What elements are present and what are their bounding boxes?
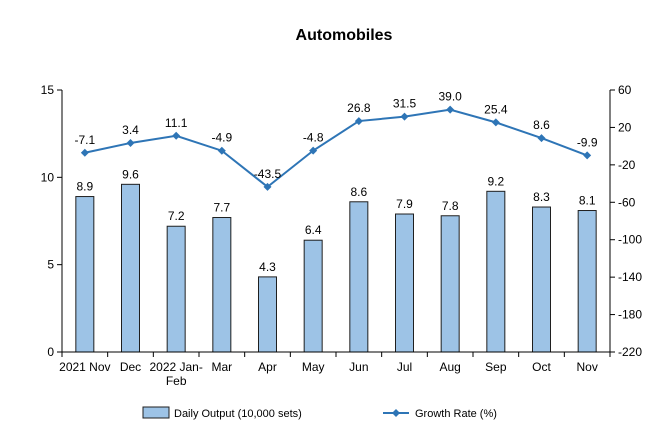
bar-2 xyxy=(166,225,186,353)
x-tick-label: May xyxy=(302,360,325,374)
right-tick-label: -100 xyxy=(618,233,642,247)
line-value-label: 31.5 xyxy=(393,97,417,111)
line-value-label: 26.8 xyxy=(347,101,371,115)
left-tick-label: 0 xyxy=(47,345,54,359)
x-tick-label: Sep xyxy=(485,360,507,374)
right-tick-label: -140 xyxy=(618,270,642,284)
line-value-label: 25.4 xyxy=(484,102,508,116)
bar-value-label: 7.2 xyxy=(168,209,185,223)
bar-value-label: 9.6 xyxy=(122,167,139,181)
x-tick-label: Apr xyxy=(258,360,277,374)
line-point-4 xyxy=(263,182,272,191)
line-point-2 xyxy=(172,131,181,140)
left-tick-label: 5 xyxy=(47,258,54,272)
line-value-label: 11.1 xyxy=(165,116,188,130)
line-point-3 xyxy=(217,146,226,155)
line-point-0 xyxy=(80,148,89,157)
x-tick-label: 2021 Nov xyxy=(59,360,110,374)
bar-value-label: 8.6 xyxy=(350,185,367,199)
bar-11 xyxy=(577,210,597,353)
bar-6 xyxy=(349,201,369,353)
right-tick-label: -220 xyxy=(618,345,642,359)
bar-0 xyxy=(75,196,95,353)
line-point-8 xyxy=(446,105,455,114)
x-tick-label: Jun xyxy=(349,360,368,374)
bar-4 xyxy=(258,276,277,353)
x-tick-label: Oct xyxy=(532,360,551,374)
line-point-9 xyxy=(491,118,500,127)
x-tick-label: Nov xyxy=(576,360,597,374)
line-value-label: -4.9 xyxy=(211,131,232,145)
bar-1 xyxy=(121,183,140,353)
x-tick-label: Mar xyxy=(211,360,232,374)
line-series xyxy=(80,105,592,191)
line-value-label: 39.0 xyxy=(438,90,462,104)
bar-value-label: 8.1 xyxy=(579,194,596,208)
line-point-10 xyxy=(537,134,546,143)
legend-line-marker xyxy=(392,409,400,417)
x-tick-label: Aug xyxy=(439,360,460,374)
bar-series xyxy=(75,183,597,353)
line-point-1 xyxy=(126,138,135,147)
right-tick-label: -20 xyxy=(618,158,636,172)
bar-value-label: 7.8 xyxy=(442,199,459,213)
legend-bar-label: Daily Output (10,000 sets) xyxy=(174,408,302,420)
right-tick-label: 60 xyxy=(618,83,632,97)
right-tick-label: -60 xyxy=(618,195,636,209)
x-tick-label: 2022 Jan- xyxy=(149,360,202,374)
bar-value-label: 7.7 xyxy=(213,201,230,215)
left-tick-label: 10 xyxy=(41,170,55,184)
right-tick-label: -180 xyxy=(618,308,642,322)
line-value-label: -4.8 xyxy=(303,131,324,145)
bar-value-label: 7.9 xyxy=(396,197,413,211)
growth-rate-line xyxy=(84,108,588,189)
line-value-label: -43.5 xyxy=(254,167,282,181)
line-point-5 xyxy=(309,146,318,155)
line-value-label: -9.9 xyxy=(577,135,598,149)
legend: Daily Output (10,000 sets) Growth Rate (%… xyxy=(142,406,497,420)
line-value-label: -7.1 xyxy=(74,133,95,147)
bar-value-label: 9.2 xyxy=(487,174,504,188)
bar-value-label: 4.3 xyxy=(259,260,276,274)
chart-title: Automobiles xyxy=(296,27,393,44)
line-point-11 xyxy=(583,151,592,160)
bar-9 xyxy=(486,190,506,353)
line-point-6 xyxy=(354,117,363,126)
left-tick-label: 15 xyxy=(41,83,55,97)
bar-10 xyxy=(532,206,551,353)
bar-value-label: 8.9 xyxy=(76,180,93,194)
data-labels: 8.9 9.6 7.2 7.7 4.3 6.4 8.6 7.9 7.8 9.2 8.3 8.1 -7.1… xyxy=(74,90,597,274)
x-tick-label: Feb xyxy=(166,374,187,388)
legend-line-label: Growth Rate (%) xyxy=(415,408,497,420)
line-value-label: 3.4 xyxy=(122,123,139,137)
x-tick-label: Dec xyxy=(120,360,141,374)
bar-value-label: 6.4 xyxy=(305,223,322,237)
bar-5 xyxy=(303,239,323,353)
legend-bar-swatch xyxy=(142,406,170,419)
line-point-7 xyxy=(400,112,409,121)
bar-3 xyxy=(212,217,232,353)
right-tick-label: 20 xyxy=(618,120,632,134)
axes: 0 5 10 15 60 20 -20 -60 -100 -140 -180 -220 2021 Nov… xyxy=(41,83,643,388)
line-value-label: 8.6 xyxy=(533,118,550,132)
bar-value-label: 8.3 xyxy=(533,190,550,204)
bar-8 xyxy=(440,215,460,353)
bar-7 xyxy=(395,213,414,353)
x-tick-label: Jul xyxy=(397,360,412,374)
